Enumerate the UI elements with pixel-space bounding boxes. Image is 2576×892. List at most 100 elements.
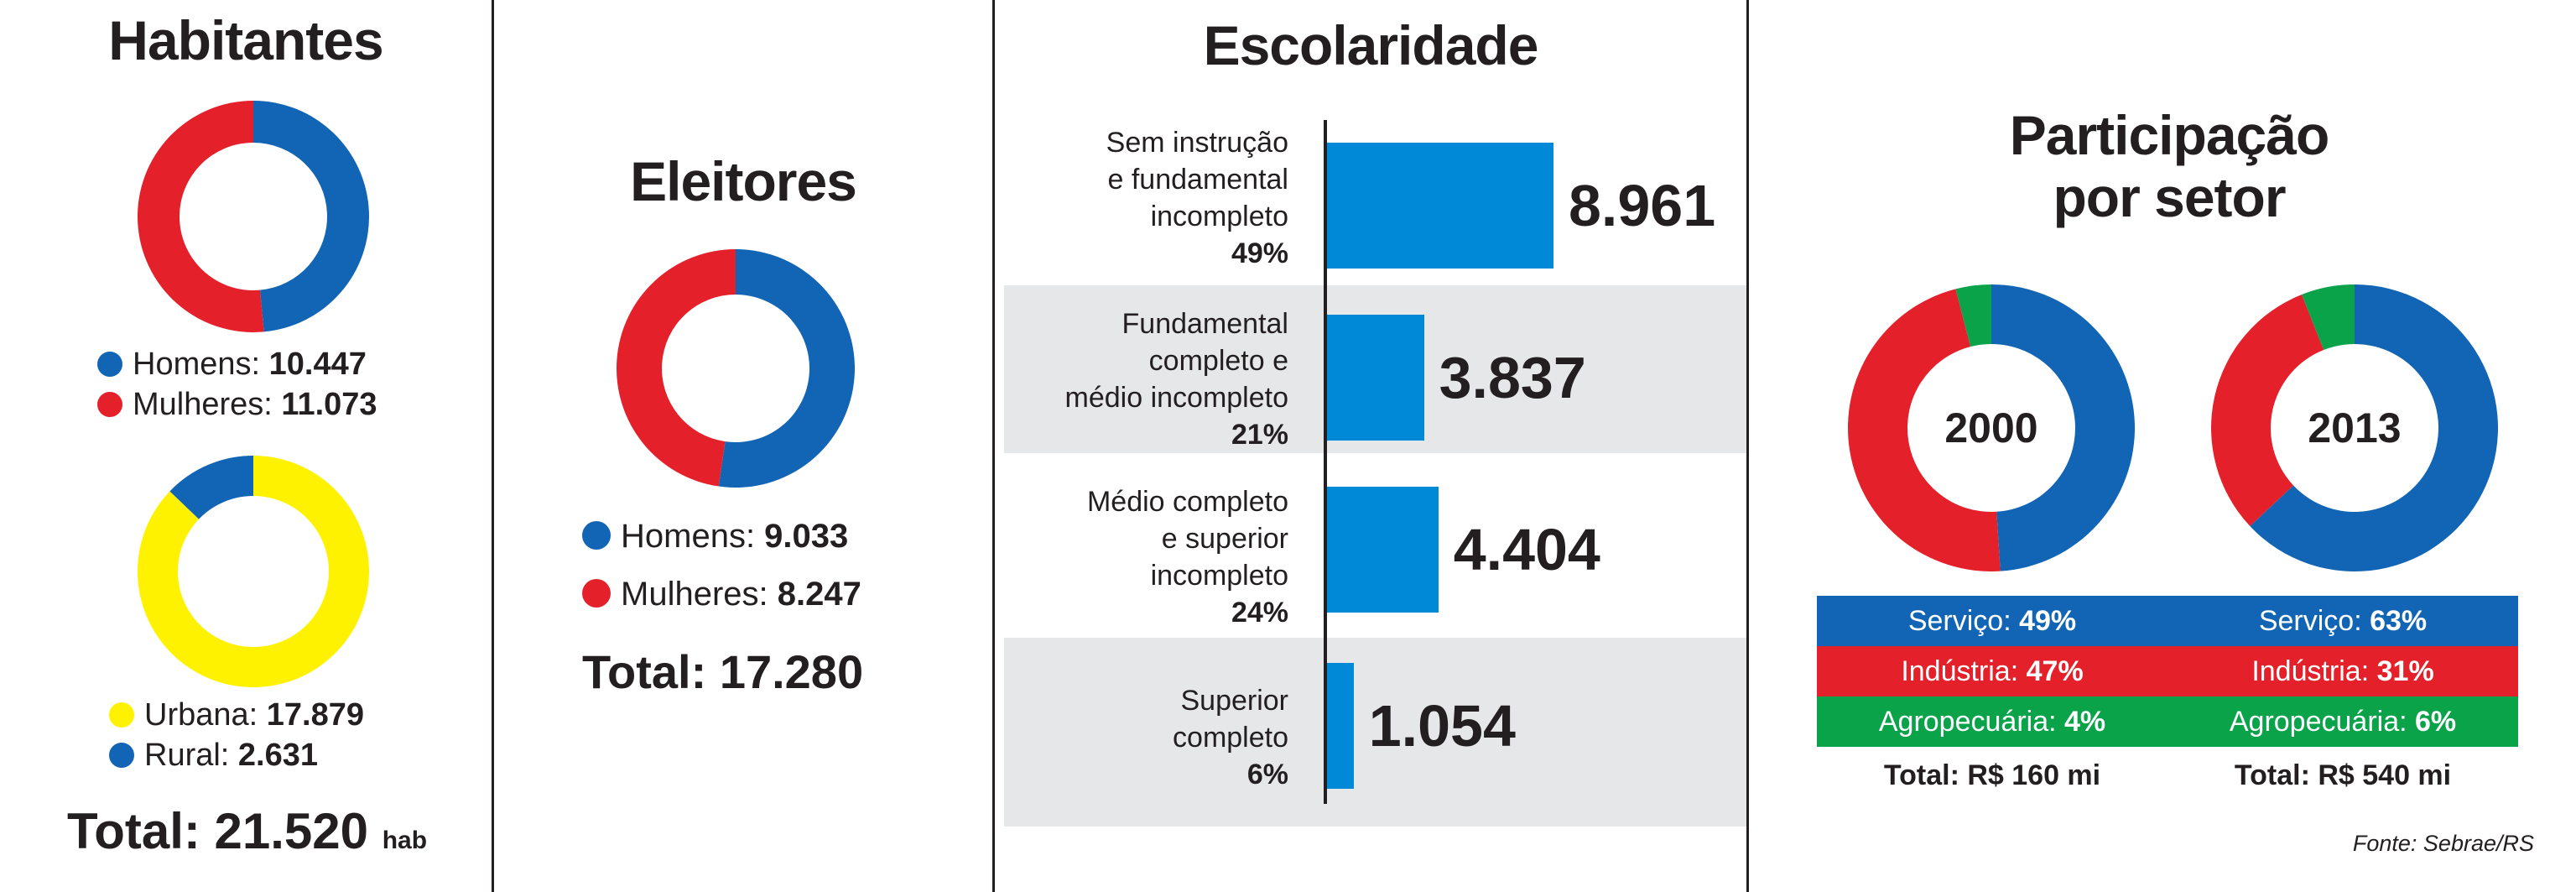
cat-3-pct: 24% [1231, 597, 1288, 629]
setor-title-line2: por setor [2053, 165, 2286, 228]
slice-homens [718, 249, 855, 488]
legend-urbana: Urbana: 17.879 [109, 695, 364, 735]
bar-4 [1327, 663, 1354, 789]
legend-eleitores-mulheres: Mulheres: 8.247 [582, 574, 861, 614]
bar-4-value-label: 1.054 [1368, 693, 1516, 759]
slice-servi-o [1991, 284, 2135, 571]
slice-rural [169, 456, 253, 519]
eleitores-mulheres-value: 8.247 [777, 576, 861, 613]
slice-urbana [138, 456, 369, 687]
row-industria: Indústria: 47% Indústria: 31% [1817, 646, 2518, 696]
industria-label: Indústria: [1901, 655, 2027, 687]
setor-title-line1: Participação [2009, 104, 2330, 166]
fonte-credit: Fonte: Sebrae/RS [2352, 831, 2534, 856]
agro-2013-value: 6% [2415, 706, 2457, 738]
bar-1-value-label: 8.961 [1569, 173, 1716, 238]
servico-2000-value: 49% [2019, 605, 2077, 637]
yellow-dot-icon [109, 702, 134, 728]
red-dot-icon [582, 579, 611, 608]
divider-2 [992, 0, 995, 892]
cat-4-line2: completo [1173, 722, 1288, 754]
cat-2-line3: médio incompleto [1064, 382, 1288, 414]
setor-title: Participação por setor [1750, 104, 2576, 229]
eleitores-mulheres-label: Mulheres: [621, 576, 778, 613]
setor-2013-total: Total: R$ 540 mi [2234, 759, 2452, 791]
cat-3-line2: e superior [1161, 523, 1288, 555]
cat-2-line1: Fundamental [1121, 308, 1288, 340]
cat-1-line1: Sem instrução [1106, 127, 1288, 159]
habitantes-homens-label: Homens: [133, 347, 269, 382]
slice-agropecu-ria [1955, 284, 1991, 347]
habitantes-mulheres-value: 11.073 [281, 387, 377, 422]
bar-2 [1327, 315, 1424, 441]
habitantes-homens-value: 10.447 [268, 347, 367, 382]
divider-3 [1746, 0, 1749, 892]
slice-mulheres [617, 249, 736, 487]
year-2013-label: 2013 [2308, 404, 2401, 451]
agro-2000: Agropecuária: 4% [1817, 696, 2167, 747]
industria-2013: Indústria: 31% [2167, 646, 2518, 696]
urbana-label: Urbana: [144, 697, 267, 733]
setor-2000-svg: 2000 [1848, 284, 2135, 571]
habitantes-sex-donut [138, 101, 369, 332]
rural-label: Rural: [144, 738, 238, 773]
cat-3-line3: incompleto [1150, 560, 1288, 592]
slice-agropecu-ria [2302, 284, 2355, 351]
setor-2000-total: Total: R$ 160 mi [1883, 759, 2101, 791]
blue-dot-icon [582, 521, 611, 550]
slice-servi-o [2250, 284, 2498, 571]
slice-mulheres [138, 101, 264, 332]
industria-label: Indústria: [2251, 655, 2377, 687]
cat-3-line1: Médio completo [1086, 486, 1288, 518]
row-band-4 [1004, 638, 1746, 827]
rural-value: 2.631 [237, 738, 319, 773]
industria-2000-value: 47% [2026, 655, 2084, 687]
habitantes-situacao-svg [138, 456, 369, 687]
industria-2000: Indústria: 47% [1817, 646, 2167, 696]
bar-3-value-label: 4.404 [1453, 517, 1600, 582]
setor-2013-donut: 2013 [2211, 284, 2498, 571]
row-agro: Agropecuária: 4% Agropecuária: 6% [1817, 696, 2518, 747]
servico-label: Serviço: [2258, 605, 2370, 637]
escolaridade-plot: Sem instrução e fundamental incompleto 4… [995, 0, 2126, 892]
eleitores-homens-label: Homens: [621, 518, 765, 555]
cat-1-line2: e fundamental [1107, 164, 1289, 196]
row-servico: Serviço: 49% Serviço: 63% [1817, 596, 2518, 646]
bar-2-value-label: 3.837 [1439, 345, 1586, 410]
urbana-value: 17.879 [266, 697, 364, 733]
bar-3 [1327, 487, 1439, 613]
escolaridade-cat-1: Sem instrução e fundamental incompleto 4… [995, 124, 1288, 272]
bar-axis-line [1324, 120, 1327, 804]
servico-2013: Serviço: 63% [2167, 596, 2518, 646]
habitantes-title: Habitantes [108, 9, 383, 71]
habitantes-sex-svg [138, 101, 369, 332]
eleitores-homens-value: 9.033 [764, 518, 849, 555]
blue-dot-icon [97, 352, 122, 377]
escolaridade-cat-3: Médio completo e superior incompleto 24% [995, 483, 1288, 631]
eleitores-svg [617, 249, 855, 488]
habitantes-mulheres-label: Mulheres: [133, 387, 282, 422]
bar-1 [1327, 143, 1553, 269]
eleitores-total: Total: 17.280 [582, 645, 864, 698]
blue-dot-icon [109, 743, 134, 768]
legend-habitantes-mulheres: Mulheres: 11.073 [97, 384, 377, 425]
servico-2013-value: 63% [2370, 605, 2428, 637]
cat-4-pct: 6% [1246, 759, 1288, 790]
habitantes-total: Total: 21.520 hab [67, 802, 427, 870]
cat-1-line3: incompleto [1150, 201, 1288, 232]
eleitores-donut [617, 249, 855, 488]
habitantes-total-label: Total: 21.520 [67, 803, 369, 859]
agro-label: Agropecuária: [2229, 706, 2415, 738]
industria-2013-value: 31% [2376, 655, 2434, 687]
cat-2-line2: completo e [1148, 345, 1288, 377]
eleitores-title: Eleitores [630, 150, 857, 212]
slice-ind-stria [1848, 289, 2001, 571]
year-2000-label: 2000 [1944, 404, 2037, 451]
escolaridade-cat-2: Fundamental completo e médio incompleto … [995, 305, 1288, 453]
cat-1-pct: 49% [1231, 237, 1288, 269]
legend-rural: Rural: 2.631 [109, 735, 318, 775]
servico-2000: Serviço: 49% [1817, 596, 2167, 646]
agro-label: Agropecuária: [1878, 706, 2064, 738]
escolaridade-cat-4: Superior completo 6% [995, 682, 1288, 793]
setor-2000-donut: 2000 [1848, 284, 2135, 571]
